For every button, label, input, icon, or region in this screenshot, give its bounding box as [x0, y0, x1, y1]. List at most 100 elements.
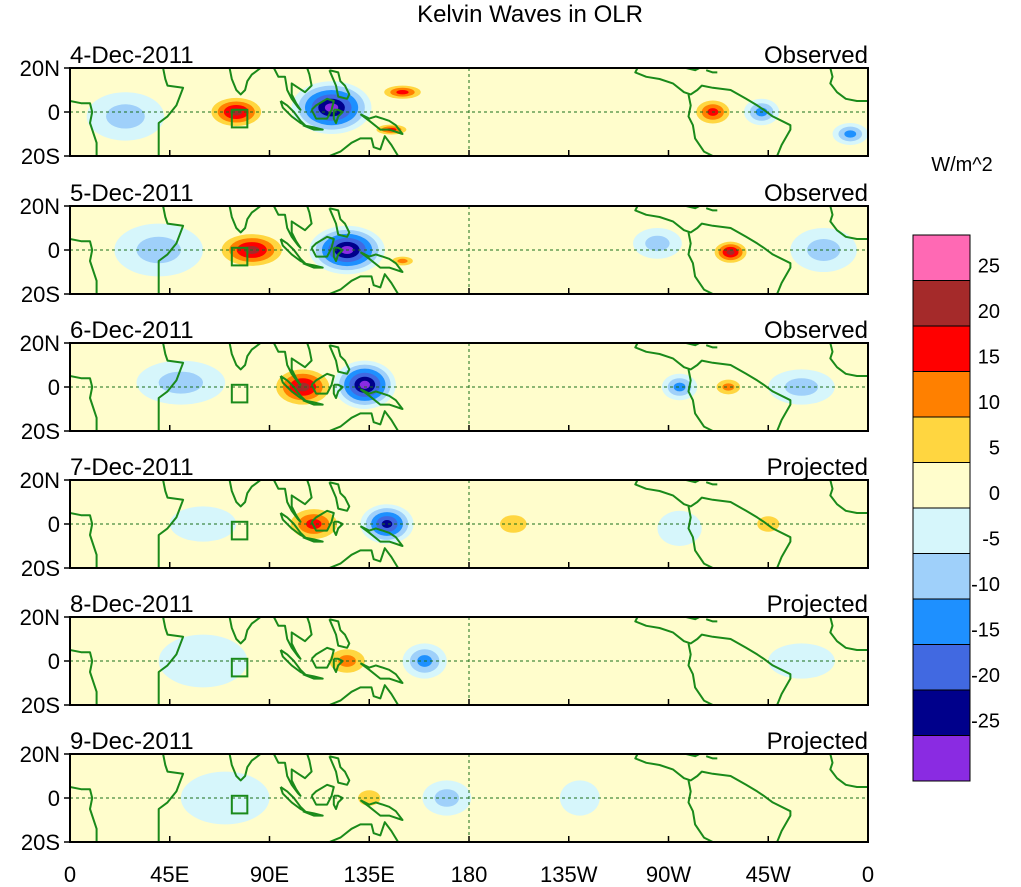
coastline	[328, 755, 351, 786]
coastline	[328, 69, 351, 100]
y-tick-label: 20N	[20, 194, 60, 219]
panel-date: 5-Dec-2011	[70, 180, 194, 207]
coastline	[302, 810, 324, 817]
anomaly-cell	[633, 228, 682, 259]
coastline	[328, 207, 351, 238]
colorbar-tick-label: 25	[978, 256, 1000, 278]
anomaly-cell	[657, 510, 702, 546]
panel-date: 6-Dec-2011	[70, 317, 194, 344]
coastline	[70, 512, 98, 568]
coastline	[332, 794, 344, 810]
coastline	[310, 783, 335, 806]
colorbar-swatch	[912, 280, 971, 327]
coastlines	[70, 480, 868, 568]
y-tick-label: 20S	[21, 830, 60, 855]
y-tick-label: 20S	[21, 144, 60, 169]
panel-date: 9-Dec-2011	[70, 728, 194, 755]
colorbar-swatch	[912, 553, 971, 600]
y-tick-label: 0	[48, 375, 60, 400]
coastline	[322, 821, 399, 842]
figure-title: Kelvin Waves in OLR	[417, 1, 643, 28]
coastline	[157, 617, 185, 705]
anomaly-cell	[86, 92, 165, 141]
coastline	[322, 135, 399, 156]
anomaly-contour	[844, 130, 857, 138]
panel-status: Projected	[767, 728, 868, 755]
anomaly-cell	[768, 643, 835, 679]
coastline	[157, 206, 185, 294]
colorbar-tick-label: -20	[971, 665, 1000, 687]
coastline	[310, 372, 335, 395]
panel-status: Observed	[764, 317, 868, 344]
colorbar-swatch	[912, 507, 971, 554]
coastline	[328, 344, 351, 375]
colorbar-swatch	[912, 598, 971, 645]
coastline	[228, 68, 262, 96]
coastline	[70, 375, 98, 431]
x-tick-label: 90E	[250, 862, 289, 887]
colorbar-units-label: W/m^2	[931, 154, 993, 176]
y-tick-label: 20N	[20, 56, 60, 81]
coastline	[687, 369, 714, 431]
coastline	[332, 383, 344, 399]
coastline	[328, 481, 351, 512]
coastline	[322, 273, 399, 294]
colorbar-tick-label: -25	[971, 711, 1000, 733]
y-tick-label: 20S	[21, 282, 60, 307]
anomaly-contour	[784, 378, 819, 396]
y-tick-label: 20S	[21, 556, 60, 581]
coastline	[273, 480, 313, 523]
coastline	[70, 649, 98, 705]
coastline	[228, 617, 262, 645]
coastlines	[70, 617, 868, 705]
coastline	[70, 100, 98, 156]
anomaly-contour	[722, 383, 735, 391]
panel-1: 20N 0 20S 4-Dec-2011 Observed	[20, 42, 869, 169]
coastline	[70, 238, 98, 294]
anomaly-contour	[106, 104, 145, 129]
x-tick-label: 45W	[746, 862, 791, 887]
coastline	[157, 343, 185, 431]
coastline	[228, 480, 262, 508]
coastline	[302, 536, 324, 543]
anomaly-contour	[807, 239, 841, 261]
coastline	[302, 124, 324, 131]
coastline	[829, 68, 868, 102]
coastline	[273, 343, 313, 386]
coastlines	[70, 206, 868, 294]
coastline	[228, 206, 262, 234]
coastline	[687, 780, 714, 842]
y-tick-label: 0	[48, 100, 60, 125]
anomaly-cell	[378, 83, 427, 101]
y-tick-label: 0	[48, 649, 60, 674]
y-tick-label: 20N	[20, 331, 60, 356]
colorbar-tick-label: 0	[989, 483, 1000, 505]
anomaly-cell	[710, 376, 747, 398]
coastline	[634, 754, 792, 842]
coastline	[310, 646, 335, 669]
anomaly-cell	[114, 223, 203, 277]
panel-5: 20N 0 20S 8-Dec-2011 Projected	[20, 591, 869, 718]
coastline	[332, 657, 344, 673]
coastline	[705, 755, 718, 760]
reference-box	[230, 794, 249, 815]
coastlines	[70, 343, 868, 431]
anomaly-contour	[158, 371, 203, 394]
panel-2: 20N 0 20S 5-Dec-2011 Observed	[20, 180, 869, 307]
panel-date: 8-Dec-2011	[70, 591, 194, 618]
anomaly-contour	[559, 780, 600, 816]
coastline	[359, 113, 404, 135]
coastline	[273, 206, 313, 249]
anomaly-contour	[397, 258, 408, 264]
coastline	[359, 662, 404, 684]
coastline	[634, 343, 792, 431]
anomaly-cell	[422, 780, 472, 816]
x-tick-label: 180	[451, 862, 488, 887]
x-tick-label: 135W	[540, 862, 598, 887]
panel-group: 20N 0 20S 4-Dec-2011 Observed 20N 0 20S 5-Dec-20…	[20, 42, 869, 855]
coastline	[332, 520, 344, 536]
colorbar-swatch	[912, 644, 971, 691]
anomaly-contour	[673, 382, 686, 392]
coastline	[302, 262, 324, 269]
